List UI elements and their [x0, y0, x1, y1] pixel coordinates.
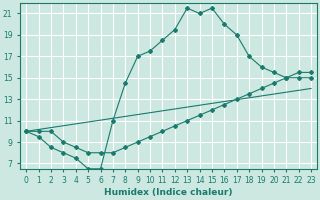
X-axis label: Humidex (Indice chaleur): Humidex (Indice chaleur) — [104, 188, 233, 197]
